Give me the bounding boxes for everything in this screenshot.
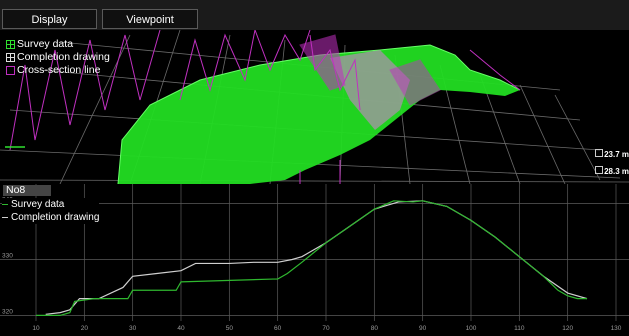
survey-line-icon (2, 204, 8, 205)
y-tick-label: 320 (2, 308, 13, 315)
legend-completion-drawing[interactable]: Completion drawing (6, 51, 110, 64)
survey-grid-icon (6, 40, 15, 49)
x-tick-label: 10 (32, 325, 40, 331)
cross-section-lines (9, 30, 521, 184)
x-tick-label: 130 (611, 325, 622, 331)
cross-section-chart: 102030405060708090100110120130340330320 (0, 184, 629, 332)
x-tick-label: 40 (177, 325, 185, 331)
survey-data-line (36, 200, 587, 317)
x-tick-label: 100 (466, 325, 477, 331)
legend-survey-data[interactable]: Survey data (6, 38, 110, 51)
completion-grid-icon (6, 53, 15, 62)
section-title: No8 (3, 185, 51, 196)
grid-icon (595, 149, 604, 157)
x-tick-label: 50 (226, 325, 234, 331)
viewpoint-button[interactable]: Viewpoint (102, 9, 198, 29)
grid-icon (595, 166, 604, 174)
legend-completion-drawing: Completion drawing (2, 211, 99, 224)
display-button[interactable]: Display (2, 9, 97, 29)
3d-legend: Survey data Completion drawing Cross-sec… (6, 38, 110, 77)
x-tick-label: 70 (322, 325, 330, 331)
x-tick-label: 20 (81, 325, 89, 331)
cross-section-icon (6, 66, 15, 75)
x-tick-label: 80 (371, 325, 379, 331)
cross-section-panel: 102030405060708090100110120130340330320 … (0, 184, 629, 332)
section-legend: Survey data Completion drawing (2, 198, 100, 224)
3d-view[interactable]: Survey data Completion drawing Cross-sec… (0, 30, 629, 184)
legend-cross-section-line[interactable]: Cross-section line (6, 64, 110, 77)
3d-scene (0, 30, 629, 184)
x-tick-label: 110 (514, 325, 525, 331)
x-tick-label: 90 (419, 325, 427, 331)
completion-line-icon (2, 217, 8, 218)
y-tick-label: 330 (2, 253, 13, 260)
x-tick-label: 30 (129, 325, 137, 331)
toolbar: Display Viewpoint (0, 0, 629, 31)
legend-survey-data: Survey data (2, 198, 99, 211)
x-tick-label: 120 (562, 325, 573, 331)
x-tick-label: 60 (274, 325, 282, 331)
completion-drawing-line (45, 200, 588, 315)
dimension-label-1: 23.7 m (595, 149, 629, 159)
dimension-label-2: 28.3 m (595, 166, 629, 176)
